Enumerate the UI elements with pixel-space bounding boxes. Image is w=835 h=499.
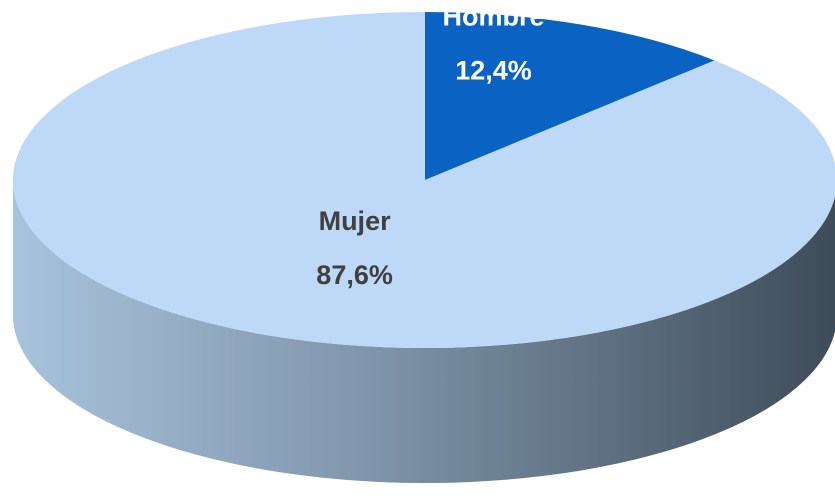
- slice: [13, 12, 835, 348]
- slice-value-label: 87,6%: [316, 260, 393, 290]
- slice-side: [13, 180, 835, 483]
- slice-value-label: 12,4%: [455, 55, 532, 85]
- slice-label: Mujer: [319, 206, 392, 236]
- slice-label: Hombre: [443, 1, 545, 31]
- slice: [425, 12, 715, 180]
